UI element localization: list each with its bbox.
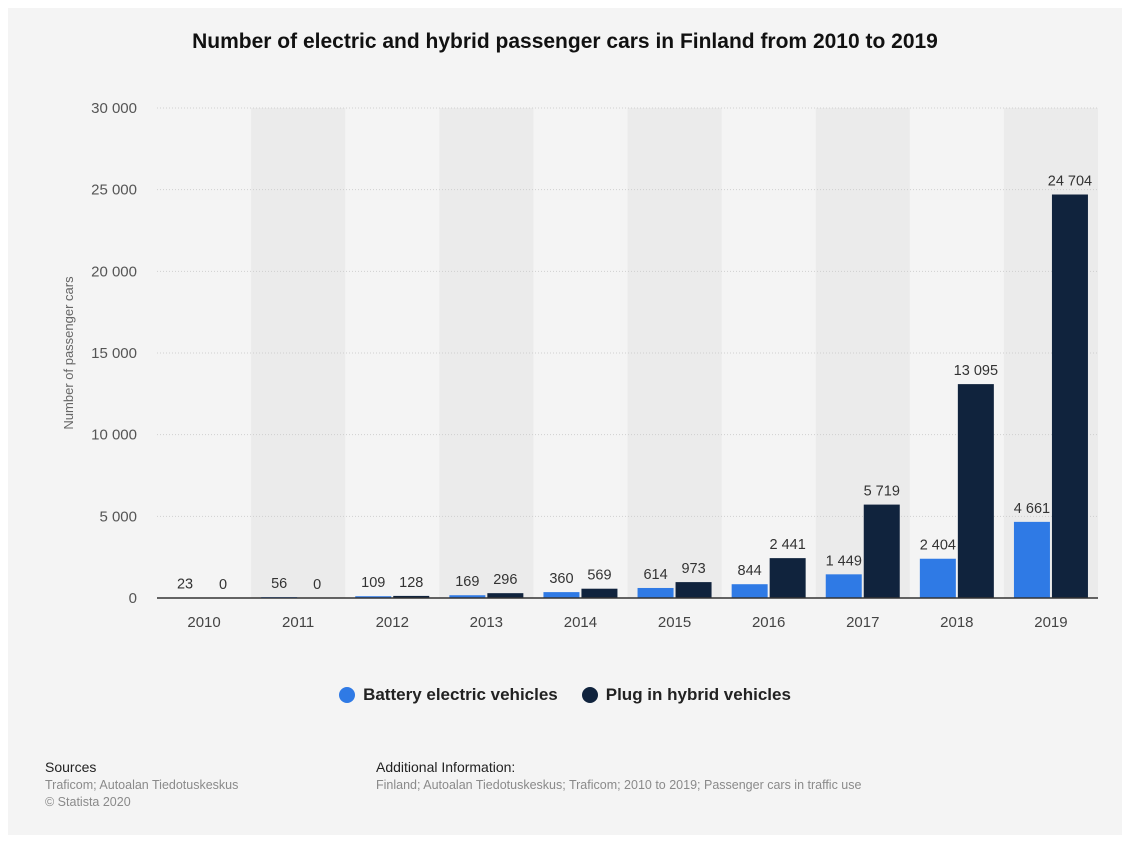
- data-label-plugin-2011: 0: [313, 577, 321, 593]
- chart-title: Number of electric and hybrid passenger …: [192, 30, 938, 53]
- band-2015: [627, 108, 722, 598]
- data-label-battery-2018: 2 404: [920, 538, 956, 554]
- data-label-battery-2016: 844: [738, 563, 762, 579]
- y-tick-label: 20 000: [91, 263, 137, 280]
- additional-info-text: Finland; Autoalan Tiedotuskeskus; Trafic…: [376, 778, 862, 792]
- bar-plugin-2012: [393, 595, 430, 598]
- bar-plugin-2013: [487, 593, 524, 598]
- bar-battery-2019: [1013, 521, 1050, 598]
- additional-info-heading: Additional Information:: [376, 759, 516, 775]
- bar-battery-2012: [355, 596, 392, 598]
- bar-plugin-2017: [863, 504, 900, 598]
- bar-battery-2018: [919, 558, 956, 598]
- bar-battery-2014: [543, 592, 580, 598]
- data-label-battery-2012: 109: [361, 575, 385, 591]
- data-label-plugin-2012: 128: [399, 575, 423, 591]
- bar-plugin-2018: [957, 384, 994, 598]
- bar-battery-2016: [731, 584, 768, 598]
- y-tick-label: 15 000: [91, 345, 137, 362]
- x-tick-label-2014: 2014: [564, 614, 597, 631]
- y-tick-label: 25 000: [91, 182, 137, 199]
- bar-battery-2015: [637, 587, 674, 598]
- x-tick-label-2013: 2013: [470, 614, 503, 631]
- legend-label-battery: Battery electric vehicles: [363, 685, 558, 704]
- bar-plugin-2015: [675, 582, 712, 598]
- x-tick-label-2010: 2010: [187, 614, 220, 631]
- bar-plugin-2019: [1051, 194, 1088, 598]
- data-label-plugin-2014: 569: [587, 568, 611, 584]
- data-label-battery-2019: 4 661: [1014, 501, 1050, 517]
- data-label-plugin-2016: 2 441: [770, 537, 806, 553]
- bar-battery-2017: [825, 574, 862, 598]
- x-tick-label-2012: 2012: [376, 614, 409, 631]
- y-tick-label: 5 000: [99, 508, 137, 525]
- data-label-battery-2011: 56: [271, 576, 287, 592]
- data-label-plugin-2017: 5 719: [864, 484, 900, 500]
- y-tick-label: 30 000: [91, 100, 137, 117]
- data-label-plugin-2019: 24 704: [1048, 174, 1092, 190]
- x-tick-label-2015: 2015: [658, 614, 691, 631]
- x-tick-label-2017: 2017: [846, 614, 879, 631]
- bar-plugin-2014: [581, 588, 618, 598]
- sources-line-2: © Statista 2020: [45, 795, 131, 809]
- data-label-plugin-2015: 973: [681, 561, 705, 577]
- bar-battery-2013: [449, 595, 486, 598]
- y-axis-label: Number of passenger cars: [61, 276, 76, 430]
- x-tick-label-2011: 2011: [282, 614, 314, 631]
- y-tick-label: 10 000: [91, 427, 137, 444]
- x-tick-label-2016: 2016: [752, 614, 785, 631]
- sources-line-1: Traficom; Autoalan Tiedotuskeskus: [45, 778, 239, 792]
- data-label-battery-2010: 23: [177, 577, 193, 593]
- x-tick-label-2018: 2018: [940, 614, 973, 631]
- legend-dot-battery: [339, 687, 356, 703]
- bar-plugin-2016: [769, 558, 806, 598]
- legend-item-battery[interactable]: Battery electric vehicles: [339, 685, 558, 705]
- data-label-battery-2015: 614: [643, 567, 667, 583]
- data-label-plugin-2018: 13 095: [954, 363, 998, 379]
- band-2013: [439, 108, 534, 598]
- data-label-plugin-2010: 0: [219, 577, 227, 593]
- chart-card: [8, 8, 1122, 835]
- legend: Battery electric vehicles Plug in hybrid…: [0, 685, 1130, 705]
- data-label-battery-2013: 169: [455, 574, 479, 590]
- legend-label-plugin: Plug in hybrid vehicles: [605, 685, 791, 704]
- x-tick-label-2019: 2019: [1034, 614, 1067, 631]
- data-label-battery-2014: 360: [549, 571, 573, 587]
- data-label-battery-2017: 1 449: [826, 553, 862, 569]
- y-tick-label: 0: [129, 590, 137, 607]
- legend-dot-plugin: [581, 687, 598, 703]
- data-label-plugin-2013: 296: [493, 572, 517, 588]
- sources-heading: Sources: [45, 759, 97, 775]
- legend-item-plugin[interactable]: Plug in hybrid vehicles: [581, 685, 791, 705]
